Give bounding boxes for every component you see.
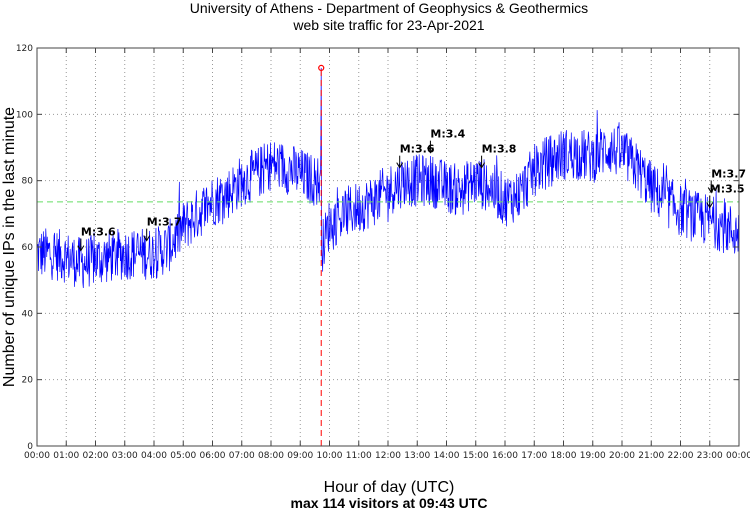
- max-marker-circle: [318, 64, 325, 72]
- annotation-arrowhead-icon: [143, 235, 151, 242]
- x-tick-label: 10:00: [317, 451, 343, 461]
- x-tick-label: 12:00: [375, 451, 401, 461]
- earthquake-annotation-label: M:3.8: [482, 143, 517, 156]
- x-tick-label: 15:00: [463, 451, 489, 461]
- marks-group: M:3.6 M:3.7 M:3.6 M:3.4 M:3.8 M:3.5 M:3.7: [37, 64, 746, 446]
- y-axis-label: Number of unique IPs in the last minute: [1, 107, 18, 387]
- x-tick-label: 14:00: [434, 451, 460, 461]
- earthquake-annotation: M:3.4: [426, 128, 466, 154]
- traffic-series-line: [36, 67, 740, 288]
- x-tick-label: 16:00: [492, 451, 518, 461]
- x-tick-label: 23:00: [697, 451, 723, 461]
- annotation-arrowhead-icon: [706, 202, 714, 209]
- earthquake-annotation: M:3.7: [143, 216, 182, 242]
- x-tick-label: 00:00: [24, 451, 50, 461]
- x-tick-label: 22:00: [668, 451, 694, 461]
- chart-title: University of Athens - Department of Geo…: [190, 0, 588, 16]
- x-tick-label: 17:00: [521, 451, 547, 461]
- earthquake-annotation-label: M:3.6: [400, 143, 435, 156]
- x-tick-label: 13:00: [404, 451, 430, 461]
- y-tick-label: 60: [22, 243, 34, 253]
- x-tick-label: 01:00: [53, 451, 79, 461]
- x-tick-label: 19:00: [580, 451, 606, 461]
- annotation-arrowhead-icon: [707, 187, 715, 194]
- annotation-arrowhead-icon: [478, 162, 486, 169]
- earthquake-annotation: M:3.8: [478, 143, 517, 169]
- earthquake-annotation: M:3.5: [706, 182, 745, 209]
- x-tick-label: 00:00: [726, 451, 750, 461]
- earthquake-annotation-label: M:3.5: [710, 182, 745, 195]
- earthquake-annotation: M:3.7: [707, 167, 746, 194]
- max-visitors-footer: max 114 visitors at 09:43 UTC: [291, 495, 488, 511]
- x-tick-label: 11:00: [346, 451, 372, 461]
- x-tick-label: 03:00: [112, 451, 138, 461]
- y-tick-label: 0: [27, 442, 33, 452]
- grid: [37, 48, 739, 446]
- x-tick-label: 08:00: [258, 451, 284, 461]
- x-tick-label: 04:00: [141, 451, 167, 461]
- annotation-arrowhead-icon: [396, 162, 404, 169]
- x-tick-label: 06:00: [200, 451, 226, 461]
- earthquake-annotation-label: M:3.6: [81, 226, 116, 239]
- chart-subtitle: web site traffic for 23-Apr-2021: [292, 17, 484, 33]
- x-tick-label: 21:00: [638, 451, 664, 461]
- y-tick-label: 40: [22, 309, 34, 319]
- earthquake-annotation: M:3.6: [396, 143, 435, 169]
- series-group: [36, 67, 740, 288]
- x-tick-label: 09:00: [287, 451, 313, 461]
- y-tick-label: 20: [22, 376, 34, 386]
- annotation-arrowhead-icon: [77, 245, 85, 252]
- earthquake-annotation: M:3.6: [77, 226, 116, 252]
- earthquake-annotation-label: M:3.4: [430, 128, 465, 141]
- x-tick-label: 07:00: [229, 451, 255, 461]
- earthquake-annotation-label: M:3.7: [147, 216, 182, 229]
- annotation-arrowhead-icon: [426, 147, 434, 154]
- y-tick-label: 100: [16, 110, 33, 120]
- x-tick-label: 02:00: [83, 451, 109, 461]
- x-tick-label: 18:00: [551, 451, 577, 461]
- x-tick-label: 20:00: [609, 451, 635, 461]
- y-tick-label: 80: [22, 177, 34, 187]
- x-tick-label: 05:00: [170, 451, 196, 461]
- earthquake-annotation-label: M:3.7: [711, 167, 746, 180]
- y-tick-label: 120: [16, 44, 33, 54]
- x-axis-label: Hour of day (UTC): [324, 479, 455, 496]
